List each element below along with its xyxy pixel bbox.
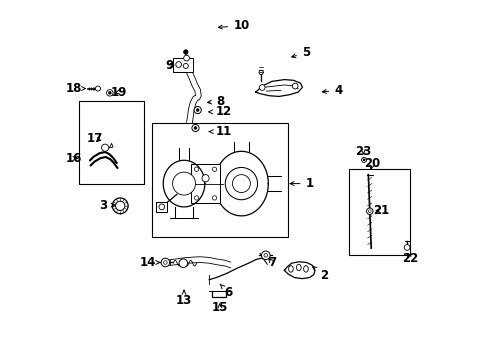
Circle shape [161, 258, 170, 267]
Circle shape [107, 90, 113, 96]
Circle shape [293, 83, 298, 89]
Circle shape [194, 107, 201, 114]
Bar [173, 58, 193, 72]
Bar [152, 123, 288, 237]
Circle shape [159, 204, 165, 210]
Text: 13: 13 [176, 291, 192, 307]
Text: 21: 21 [373, 204, 390, 217]
Text: 9: 9 [166, 59, 174, 72]
Circle shape [262, 251, 270, 260]
Text: 23: 23 [355, 145, 371, 158]
Circle shape [108, 91, 111, 94]
Text: 22: 22 [402, 252, 418, 265]
Circle shape [194, 127, 197, 130]
Text: 15: 15 [212, 301, 228, 314]
Circle shape [264, 253, 268, 257]
Circle shape [184, 55, 190, 61]
Bar [79, 101, 144, 184]
Circle shape [179, 259, 188, 267]
Text: 16: 16 [65, 152, 82, 165]
Circle shape [232, 175, 250, 193]
Circle shape [363, 159, 365, 161]
Circle shape [116, 201, 125, 211]
Text: 3: 3 [99, 199, 115, 212]
Text: 5: 5 [292, 46, 310, 59]
Circle shape [404, 244, 410, 250]
Text: 20: 20 [364, 157, 380, 170]
Text: 14: 14 [140, 256, 160, 269]
Circle shape [362, 157, 367, 162]
Bar [191, 164, 220, 203]
Circle shape [225, 167, 258, 200]
Circle shape [367, 208, 373, 215]
Text: 10: 10 [219, 19, 249, 32]
Circle shape [212, 167, 217, 171]
Circle shape [212, 196, 217, 200]
Circle shape [176, 62, 181, 67]
Circle shape [202, 175, 209, 182]
Text: 7: 7 [268, 256, 276, 269]
Bar [349, 169, 410, 255]
Text: 6: 6 [220, 284, 233, 300]
Circle shape [164, 261, 167, 264]
Ellipse shape [304, 266, 308, 272]
Circle shape [192, 125, 199, 132]
Text: 11: 11 [209, 125, 232, 138]
Circle shape [196, 109, 199, 112]
Circle shape [101, 144, 109, 151]
Circle shape [183, 63, 188, 68]
Circle shape [259, 70, 263, 75]
Text: 8: 8 [208, 95, 224, 108]
Circle shape [195, 196, 199, 200]
Text: 18: 18 [65, 82, 85, 95]
Circle shape [259, 85, 265, 90]
Text: 17: 17 [87, 132, 103, 145]
Ellipse shape [296, 264, 301, 271]
Circle shape [368, 210, 371, 213]
Circle shape [172, 172, 196, 195]
Text: 2: 2 [313, 267, 328, 282]
Text: 19: 19 [111, 86, 127, 99]
Bar [156, 202, 167, 212]
Text: 4: 4 [322, 84, 343, 97]
Ellipse shape [289, 266, 293, 272]
Text: 1: 1 [290, 177, 314, 190]
Circle shape [195, 167, 199, 171]
Circle shape [96, 86, 100, 91]
Circle shape [112, 198, 128, 214]
Circle shape [184, 50, 188, 54]
Text: 12: 12 [209, 105, 232, 118]
